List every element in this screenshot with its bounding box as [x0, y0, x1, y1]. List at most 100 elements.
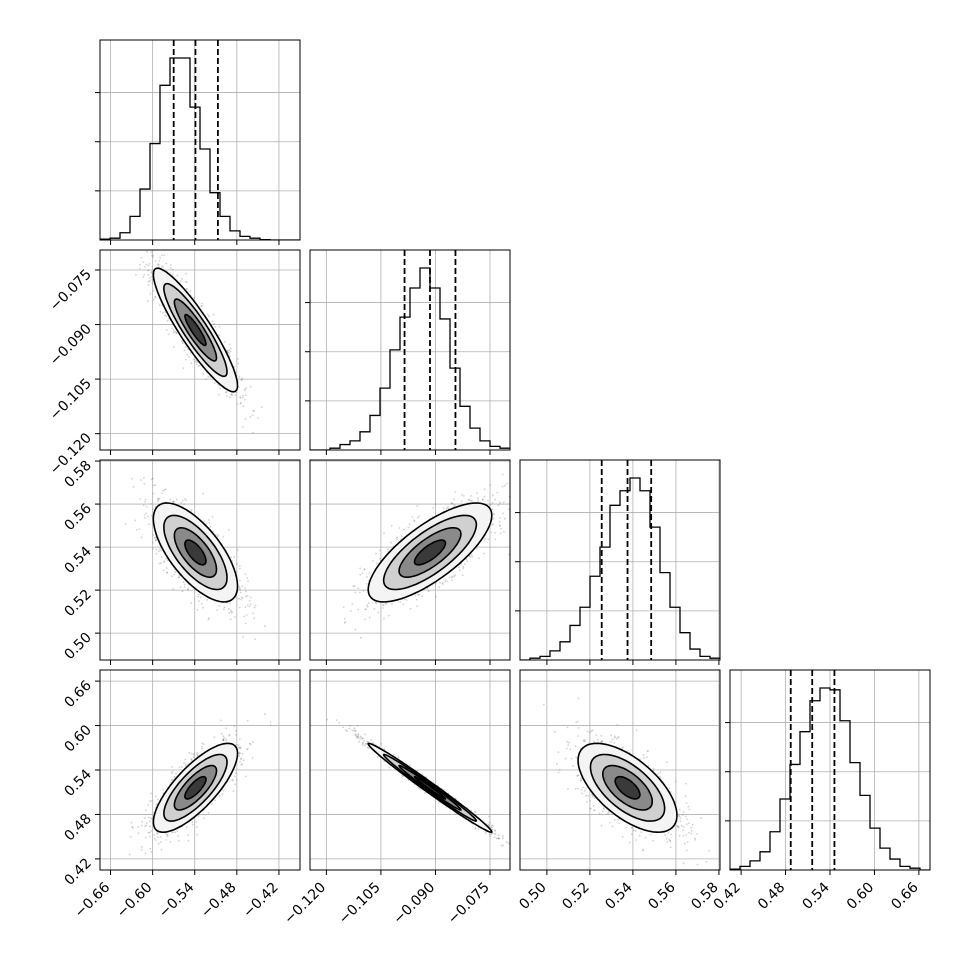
scatter-point	[500, 527, 502, 530]
scatter-point	[499, 525, 501, 528]
scatter-point	[451, 502, 453, 504]
scatter-point	[166, 559, 169, 562]
scatter-point	[143, 514, 146, 516]
scatter-point	[344, 621, 347, 623]
scatter-point	[230, 610, 233, 613]
scatter-point	[131, 825, 134, 828]
scatter-point	[409, 607, 412, 610]
histogram-panel-0-0	[95, 39, 301, 245]
scatter-point	[227, 608, 230, 610]
scatter-point	[245, 614, 248, 616]
scatter-point	[143, 817, 146, 819]
scatter-point	[158, 550, 160, 553]
scatter-point	[399, 601, 402, 603]
scatter-point	[201, 304, 204, 307]
scatter-point	[477, 500, 479, 502]
scatter-point	[171, 779, 173, 782]
scatter-point	[208, 315, 210, 318]
scatter-point	[249, 385, 252, 388]
scatter-point	[200, 602, 203, 605]
scatter-point	[382, 604, 385, 607]
scatter-point	[385, 603, 388, 605]
scatter-point	[163, 254, 166, 256]
scatter-point	[454, 491, 457, 493]
scatter-point	[175, 332, 178, 335]
scatter-point	[192, 358, 195, 361]
scatter-point	[244, 622, 247, 625]
scatter-point	[217, 383, 220, 386]
scatter-point	[173, 329, 175, 331]
scatter-point	[232, 779, 235, 782]
scatter-point	[183, 498, 186, 500]
scatter-point	[427, 590, 430, 593]
scatter-point	[223, 737, 226, 739]
scatter-point	[462, 567, 465, 570]
scatter-point	[513, 513, 515, 515]
scatter-point	[364, 618, 366, 621]
scatter-point	[228, 352, 231, 355]
scatter-point	[152, 289, 155, 292]
scatter-point	[152, 492, 155, 495]
scatter-point	[246, 594, 249, 597]
panel-frame	[99, 459, 301, 661]
scatter-point	[462, 566, 465, 568]
scatter-point	[133, 245, 135, 247]
scatter-point	[233, 725, 236, 727]
scatter-point	[150, 503, 153, 505]
scatter-point	[202, 492, 205, 495]
panels	[95, 39, 931, 875]
scatter-point	[171, 273, 174, 276]
scatter-point	[197, 595, 200, 598]
contour-line	[398, 526, 462, 579]
scatter-point	[177, 839, 180, 842]
scatter-point	[465, 558, 468, 561]
scatter-point	[149, 835, 151, 838]
scatter-point	[453, 505, 456, 508]
scatter-point	[444, 581, 447, 583]
panel-frame	[309, 459, 511, 661]
histogram-step	[520, 477, 720, 660]
scatter-point	[239, 746, 241, 749]
scatter-point	[492, 523, 495, 525]
scatter-point	[174, 330, 177, 333]
scatter-point	[188, 355, 190, 358]
scatter-point	[162, 266, 164, 269]
scatter-point	[140, 824, 143, 827]
scatter-point	[476, 492, 478, 495]
scatter-point	[170, 575, 173, 578]
scatter-point	[139, 242, 141, 244]
scatter-point	[213, 382, 216, 384]
scatter-point	[198, 593, 200, 596]
scatter-point	[237, 381, 240, 383]
contour-line	[382, 514, 478, 591]
scatter-point	[242, 759, 245, 762]
scatter-point	[150, 514, 153, 517]
scatter-point	[169, 498, 172, 501]
scatter-point	[398, 527, 401, 529]
scatter-point	[135, 528, 138, 531]
scatter-point	[246, 577, 249, 580]
scatter-point	[467, 499, 470, 501]
scatter-point	[154, 295, 157, 298]
scatter-point	[244, 606, 247, 609]
scatter-point	[450, 502, 453, 505]
scatter-point	[492, 517, 495, 520]
scatter-point	[252, 741, 254, 744]
scatter-point	[451, 575, 454, 578]
scatter-point	[165, 567, 168, 569]
scatter-point	[466, 560, 469, 563]
scatter-point	[470, 495, 473, 497]
scatter-point	[183, 762, 186, 765]
scatter-point	[248, 599, 251, 602]
scatter-point	[158, 562, 161, 565]
scatter-point	[491, 501, 494, 504]
scatter-point	[152, 298, 155, 301]
scatter-point	[237, 597, 240, 600]
scatter-point	[241, 396, 244, 399]
scatter-point	[176, 274, 179, 277]
scatter-point	[218, 385, 221, 387]
scatter-point	[147, 831, 150, 834]
scatter-point	[254, 638, 256, 641]
scatter-point	[505, 482, 508, 485]
scatter-point	[416, 516, 419, 519]
